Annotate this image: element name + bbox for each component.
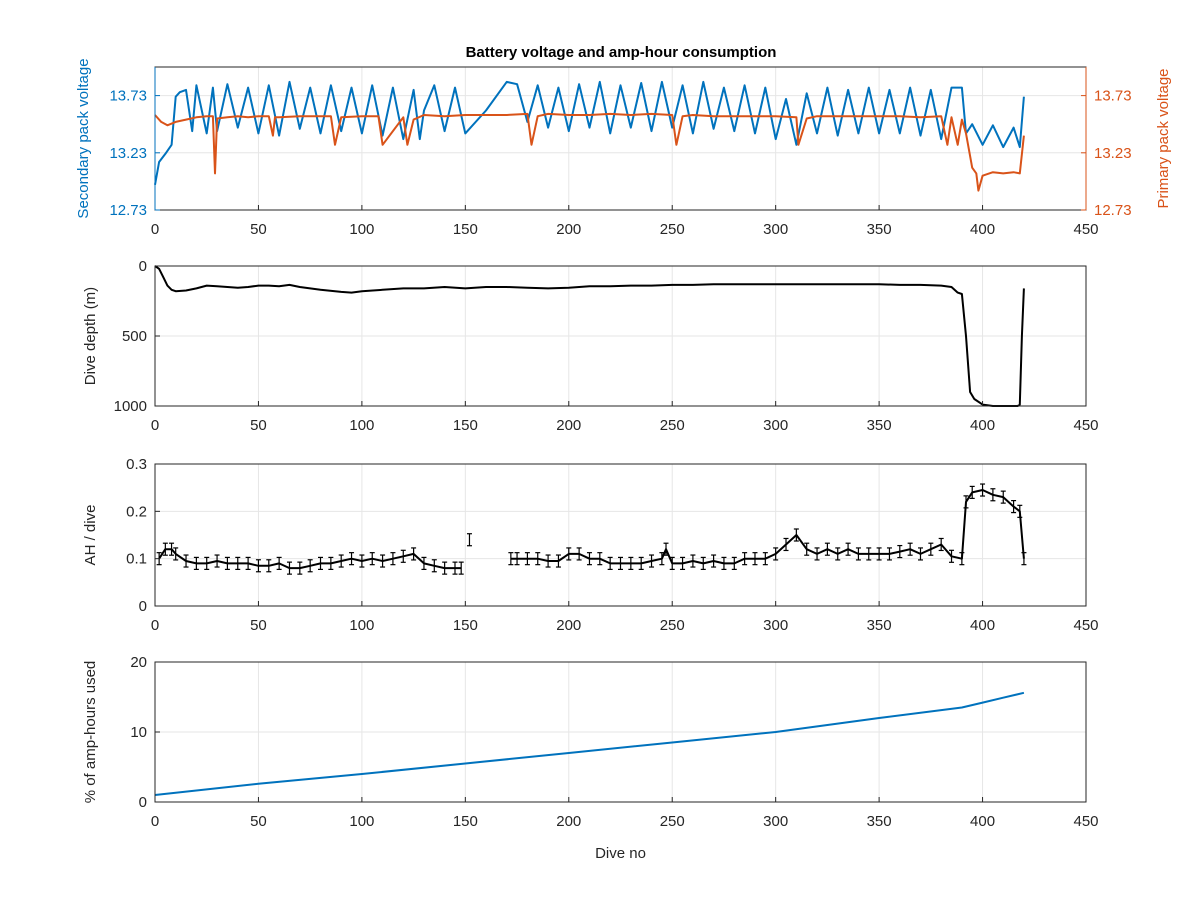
subplot-2: 0 50 100 150 200 250 300 350 400 450 0 500 1000 Dive … <box>82 258 1099 434</box>
x-tick-label: 300 <box>763 417 788 434</box>
x-tick-label: 200 <box>556 417 581 434</box>
x-tick-label: 450 <box>1073 417 1098 434</box>
x-tick-label: 350 <box>867 617 892 634</box>
y-tick-label: 20 <box>130 654 147 671</box>
series-line-1 <box>154 691 1025 796</box>
x-tick-label: 0 <box>151 813 159 830</box>
y-tick-label: 0.2 <box>126 503 147 520</box>
x-tick-label: 400 <box>970 813 995 830</box>
y-axis-label: % of amp-hours used <box>82 661 99 804</box>
y-right-axis-label: Primary pack voltage <box>1155 68 1172 208</box>
x-tick-label: 200 <box>556 221 581 238</box>
axes-box <box>154 463 1087 607</box>
x-tick-label: 100 <box>349 813 374 830</box>
x-tick-label: 250 <box>660 417 685 434</box>
x-tick-label: 100 <box>349 617 374 634</box>
y-tick-label: 13.73 <box>109 88 147 105</box>
x-tick-label: 150 <box>453 617 478 634</box>
x-tick-label: 150 <box>453 813 478 830</box>
x-tick-label: 400 <box>970 617 995 634</box>
y-axis-label: Dive depth (m) <box>82 287 99 385</box>
subplot-4: 0 50 100 150 200 250 300 350 400 450 0 10 20 % of amp… <box>82 654 1099 862</box>
series-line-1 <box>154 80 1025 185</box>
x-tick-label: 350 <box>867 417 892 434</box>
x-tick-label: 50 <box>250 813 267 830</box>
x-tick-label: 300 <box>763 813 788 830</box>
y-tick-label: 0.3 <box>126 456 147 473</box>
series-line-1 <box>158 489 1025 570</box>
x-tick-label: 100 <box>349 417 374 434</box>
x-axis-label: Dive no <box>595 845 646 862</box>
x-tick-label: 0 <box>151 417 159 434</box>
x-tick-label: 50 <box>250 617 267 634</box>
y-axis-label: Secondary pack voltage <box>75 58 92 218</box>
y-tick-label: 13.23 <box>109 145 147 162</box>
y-axis-label: AH / dive <box>82 505 99 566</box>
subplot-1: 0 50 100 150 200 250 300 350 400 450 12.73 13.23 13.… <box>75 58 1172 238</box>
y-right-tick-label: 12.73 <box>1094 202 1132 219</box>
x-tick-label: 450 <box>1073 813 1098 830</box>
y-tick-label: 0.1 <box>126 551 147 568</box>
x-tick-label: 350 <box>867 221 892 238</box>
y-tick-label: 500 <box>122 328 147 345</box>
x-tick-label: 350 <box>867 813 892 830</box>
x-tick-label: 200 <box>556 617 581 634</box>
y-tick-label: 0 <box>139 598 147 615</box>
y-tick-label: 1000 <box>114 398 147 415</box>
x-tick-label: 250 <box>660 813 685 830</box>
x-tick-label: 50 <box>250 417 267 434</box>
series-line-2 <box>154 112 1025 192</box>
x-tick-label: 250 <box>660 221 685 238</box>
x-tick-label: 400 <box>970 221 995 238</box>
figure-title: Battery voltage and amp-hour consumption <box>466 44 777 61</box>
y-tick-label: 0 <box>139 794 147 811</box>
x-tick-label: 400 <box>970 417 995 434</box>
x-tick-label: 300 <box>763 617 788 634</box>
x-tick-label: 50 <box>250 221 267 238</box>
x-tick-label: 150 <box>453 417 478 434</box>
x-tick-label: 300 <box>763 221 788 238</box>
y-tick-label: 10 <box>130 724 147 741</box>
x-tick-label: 250 <box>660 617 685 634</box>
x-tick-label: 0 <box>151 617 159 634</box>
x-tick-label: 150 <box>453 221 478 238</box>
series-line-1 <box>154 265 1025 407</box>
subplot-3: 0 50 100 150 200 250 300 350 400 450 0 0.1 0.2 0.3 AH … <box>82 456 1099 634</box>
x-tick-label: 450 <box>1073 617 1098 634</box>
y-tick-label: 12.73 <box>109 202 147 219</box>
x-tick-label: 100 <box>349 221 374 238</box>
subplots: 0 50 100 150 200 250 300 350 400 45012.7313.2313.… <box>75 58 1172 862</box>
y-right-tick-label: 13.23 <box>1094 145 1132 162</box>
x-tick-label: 0 <box>151 221 159 238</box>
y-right-tick-label: 13.73 <box>1094 88 1132 105</box>
x-tick-label: 450 <box>1073 221 1098 238</box>
x-tick-label: 200 <box>556 813 581 830</box>
y-tick-label: 0 <box>139 258 147 275</box>
